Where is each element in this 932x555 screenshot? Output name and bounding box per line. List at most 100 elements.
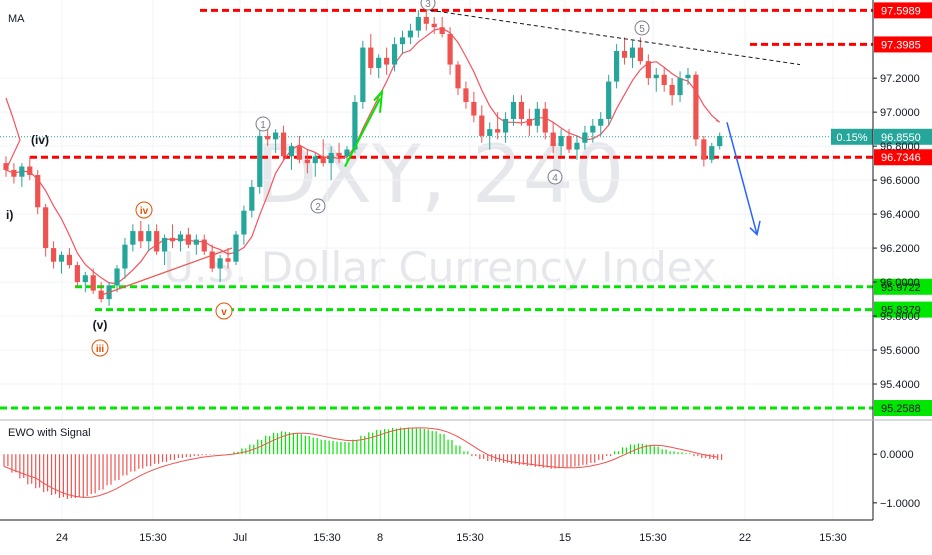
candle-body (336, 152, 342, 157)
y-tick-label: 96.2000 (880, 243, 920, 255)
wave-label: 3 (425, 0, 431, 10)
candle-body (304, 159, 310, 164)
candle-body (510, 101, 517, 119)
wave-marker-circle (255, 116, 271, 132)
candle-body (280, 132, 287, 157)
wave-label: (v) (93, 318, 108, 332)
ewo-indicator-label[interactable]: EWO with Signal (8, 427, 91, 439)
wave-marker-circle (634, 20, 650, 36)
candle-body (122, 244, 128, 269)
bear-arrow-head (749, 220, 761, 236)
candle-body (518, 101, 525, 119)
y-tick-label: 97.2000 (880, 73, 920, 85)
candle-body (693, 74, 699, 140)
wave-marker-circle (215, 302, 233, 320)
candle-body (43, 207, 49, 249)
x-tick-label: 15 (559, 532, 571, 544)
price-level-label: 96.8550 (881, 132, 921, 144)
wave-v-trendline (99, 247, 233, 297)
ma-indicator-label[interactable]: MA (8, 13, 25, 25)
candle-body (574, 142, 580, 150)
x-tick-label: 15:30 (456, 532, 484, 544)
candle-body (360, 47, 366, 102)
wave-label: 4 (552, 173, 558, 184)
y-tick-label: 96.6000 (880, 175, 920, 187)
candle-body (558, 135, 564, 147)
x-tick-label: 24 (56, 532, 68, 544)
candle-body (669, 84, 675, 96)
candle-body (629, 47, 636, 58)
x-tick-label: 15:30 (639, 532, 667, 544)
candle-body (471, 101, 477, 116)
wave-label: 2 (315, 202, 321, 213)
candle-body (312, 156, 318, 164)
wave-label: 1 (260, 120, 266, 131)
price-level-tag (874, 36, 932, 53)
candle-body (185, 234, 191, 245)
candle-body (502, 118, 509, 133)
candle-body (534, 108, 540, 126)
candle-body (685, 74, 691, 79)
x-tick-label: 22 (739, 532, 751, 544)
candle-body (645, 61, 651, 79)
candle-body (391, 44, 398, 65)
last-change-badge (831, 128, 873, 145)
wave-marker-circle (310, 198, 326, 214)
candle-body (66, 254, 73, 266)
ewo-y-tick-label: 0.0000 (880, 449, 914, 461)
wave-label: iii (96, 344, 105, 355)
candle-body (439, 27, 445, 34)
candle-body (661, 74, 667, 85)
resistance-trendline (429, 9, 801, 66)
price-level-label: 97.3985 (881, 39, 921, 51)
candle-body (566, 135, 572, 150)
candle-body (193, 239, 199, 245)
y-tick-label: 95.6000 (880, 345, 920, 357)
y-tick-label: 96.8000 (880, 141, 920, 153)
bear-arrow-shaft (726, 122, 758, 235)
candle-body (114, 268, 120, 286)
candle-body (495, 129, 501, 133)
x-tick-label: 8 (377, 532, 383, 544)
price-level-label: 95.2588 (881, 403, 921, 415)
last-change-label: 0.15% (836, 132, 867, 144)
candle-body (233, 234, 239, 262)
ewo-signal-line (3, 427, 718, 498)
candle-body (431, 23, 437, 28)
y-tick-label: 96.4000 (880, 209, 920, 221)
x-tick-label: 15:30 (139, 532, 167, 544)
candle-body (637, 47, 643, 62)
watermark-name: U.S. Dollar Currency Index (163, 243, 716, 292)
candle-body (320, 156, 326, 164)
candle-body (257, 135, 263, 187)
candle-body (415, 16, 421, 31)
candle-body (154, 231, 160, 252)
candle-body (526, 118, 532, 126)
candle-body (407, 30, 414, 38)
wave-label: 5 (639, 24, 645, 35)
price-level-tag (874, 2, 932, 19)
x-tick-label: 15:30 (313, 532, 341, 544)
candle-body (399, 37, 406, 45)
candle-body (273, 132, 279, 140)
price-level-label: 95.8379 (881, 305, 921, 317)
candle-body (479, 115, 485, 136)
wave-marker-circle (135, 201, 153, 219)
candle-body (542, 108, 548, 133)
bull-arrow-head (373, 88, 384, 113)
candle-body (201, 239, 207, 252)
candle-body (328, 152, 334, 164)
candle-body (717, 135, 723, 147)
x-tick-label: Jul (233, 532, 247, 544)
price-level-tag (874, 278, 932, 295)
price-level-label: 95.9722 (881, 282, 921, 294)
candle-body (82, 275, 88, 283)
candle-body (249, 186, 255, 211)
candle-body (11, 169, 17, 177)
candle-body (463, 88, 469, 102)
candle-body (169, 237, 176, 242)
candle-body (138, 231, 144, 242)
candle-body (376, 57, 382, 68)
